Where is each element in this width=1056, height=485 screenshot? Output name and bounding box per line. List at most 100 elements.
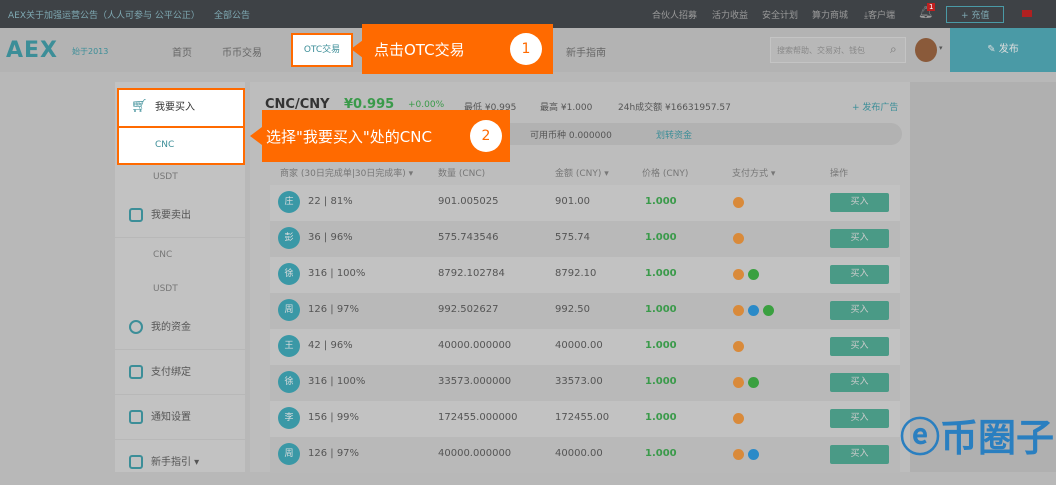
speaker-icon [129,410,143,424]
nav-coin-trading[interactable]: 币币交易 [222,48,262,59]
price: 1.000 [645,376,677,387]
document-icon [129,455,143,469]
avatar[interactable] [915,38,937,62]
buy-button[interactable]: 买入 [830,265,889,284]
sidebar-payment-binding[interactable]: 支付绑定 [115,351,245,395]
post-ad-button[interactable]: + 发布广告 [852,103,899,113]
sidebar-buy[interactable]: 🛒︎ 我要买入 [117,88,245,128]
col-amount[interactable]: 金额 (CNY) ▾ [555,169,609,179]
bank-payment-icon [733,413,744,424]
logo-tagline: 始于2013 [72,47,109,56]
price: 1.000 [645,304,677,315]
price: 1.000 [645,196,677,207]
col-payment[interactable]: 支付方式 ▾ [732,169,776,179]
col-action: 操作 [830,169,849,179]
buy-button[interactable]: 买入 [830,337,889,356]
top-link[interactable]: 合伙人招募 [652,11,698,21]
watermark-emblem-icon: ⓔ [900,415,940,461]
volume-24h: 24h成交额 ¥16631957.57 [618,103,731,113]
table-row: 徐 316 | 100% 8792.102784 8792.10 1.000 买… [270,257,900,293]
sidebar-sell-usdt[interactable]: USDT [153,284,178,294]
cart-icon [129,208,143,222]
buy-button[interactable]: 买入 [830,445,889,464]
publish-button[interactable]: ✎ 发布 [950,28,1056,72]
price: 1.000 [645,268,677,279]
bank-payment-icon [733,449,744,460]
sidebar-beginner-guide[interactable]: 新手指引 ▾ [115,441,245,485]
callout-arrow [250,127,262,145]
bank-payment-icon [733,197,744,208]
top-link[interactable]: 活力收益 [712,11,749,21]
notice-link[interactable]: AEX关于加强运营公告（人人可参与 公平公正） [8,11,200,21]
merchant-avatar[interactable]: 李 [278,407,300,429]
merchant-avatar[interactable]: 彭 [278,227,300,249]
buy-button[interactable]: 买入 [830,193,889,212]
table-row: 周 126 | 97% 40000.000000 40000.00 1.000 … [270,437,900,473]
nav-otc-trading[interactable]: OTC交易 [291,33,353,67]
download-client-link[interactable]: ⤓客户端 [864,11,895,21]
top-link[interactable]: 安全计划 [762,11,799,21]
sidebar-notification-settings[interactable]: 通知设置 [115,396,245,440]
sidebar-buy-usdt[interactable]: USDT [153,172,178,182]
merchant-avatar[interactable]: 徐 [278,263,300,285]
wechat-payment-icon [748,269,759,280]
notification-badge: 1 [927,3,936,11]
merchant-stats: 22 | 81% [308,196,353,207]
bank-payment-icon [733,233,744,244]
logo[interactable]: AEX [6,38,59,63]
watermark-logo: ⓔ币圈子 [900,415,1055,461]
chevron-down-icon[interactable]: ▾ [939,44,943,52]
sidebar-buy-cnc[interactable]: CNC [117,128,245,165]
merchant-stats: 316 | 100% [308,268,366,279]
buy-button[interactable]: 买入 [830,301,889,320]
buy-button[interactable]: 买入 [830,373,889,392]
quantity: 40000.000000 [438,340,512,351]
bank-payment-icon [733,377,744,388]
nav-beginner-guide[interactable]: 新手指南 [566,48,606,59]
quantity: 172455.000000 [438,412,518,423]
transfer-funds-link[interactable]: 划转资金 [656,131,693,141]
bank-payment-icon [733,341,744,352]
price-change: +0.00% [408,100,445,110]
quantity: 8792.102784 [438,268,505,279]
amount: 172455.00 [555,412,610,423]
table-row: 庄 22 | 81% 901.005025 901.00 1.000 买入 [270,185,900,221]
merchant-stats: 126 | 97% [308,448,360,459]
merchant-avatar[interactable]: 周 [278,443,300,465]
sidebar-sell-cnc[interactable]: CNC [153,250,173,260]
merchant-stats: 156 | 99% [308,412,360,423]
search-icon[interactable]: ⌕ [890,42,897,56]
merchant-avatar[interactable]: 庄 [278,191,300,213]
callout-1: 点击OTC交易 1 [362,24,553,74]
amount: 8792.10 [555,268,597,279]
quantity: 40000.000000 [438,448,512,459]
top-link[interactable]: 算力商城 [812,11,849,21]
table-row: 周 126 | 97% 992.502627 992.50 1.000 买入 [270,293,900,329]
price: 1.000 [645,232,677,243]
recharge-button[interactable]: + 充值 [946,6,1005,23]
high-price: 最高 ¥1.000 [540,103,593,113]
table-row: 彭 36 | 96% 575.743546 575.74 1.000 买入 [270,221,900,257]
price: 1.000 [645,340,677,351]
col-merchant[interactable]: 商家 (30日完成单|30日完成率) ▾ [280,169,414,179]
merchant-stats: 36 | 96% [308,232,353,243]
merchant-avatar[interactable]: 周 [278,299,300,321]
buy-button[interactable]: 买入 [830,409,889,428]
current-price: ¥0.995 [344,97,395,112]
nav-home[interactable]: 首页 [172,48,192,59]
wallet-icon [129,365,143,379]
merchant-avatar[interactable]: 王 [278,335,300,357]
sidebar-my-funds[interactable]: 我的资金 [115,306,245,350]
amount: 901.00 [555,196,590,207]
price: 1.000 [645,448,677,459]
all-notices-link[interactable]: 全部公告 [214,11,251,21]
search-input[interactable]: 搜索帮助、交易对、钱包 [770,37,906,63]
buy-button[interactable]: 买入 [830,229,889,248]
quantity: 33573.000000 [438,376,512,387]
flag-icon[interactable] [1022,10,1032,17]
merchant-avatar[interactable]: 徐 [278,371,300,393]
bank-payment-icon [733,305,744,316]
table-row: 李 156 | 99% 172455.000000 172455.00 1.00… [270,401,900,437]
alipay-payment-icon [748,449,759,460]
sidebar-sell[interactable]: 我要卖出 [115,194,245,238]
